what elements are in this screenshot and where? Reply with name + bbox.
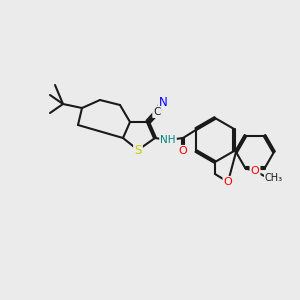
- Text: S: S: [134, 143, 142, 157]
- Text: N: N: [159, 95, 167, 109]
- Text: NH: NH: [160, 135, 176, 145]
- Text: O: O: [250, 166, 260, 176]
- Text: O: O: [224, 177, 232, 187]
- Text: O: O: [178, 146, 188, 156]
- Text: CH₃: CH₃: [265, 173, 283, 183]
- Text: C: C: [153, 107, 161, 117]
